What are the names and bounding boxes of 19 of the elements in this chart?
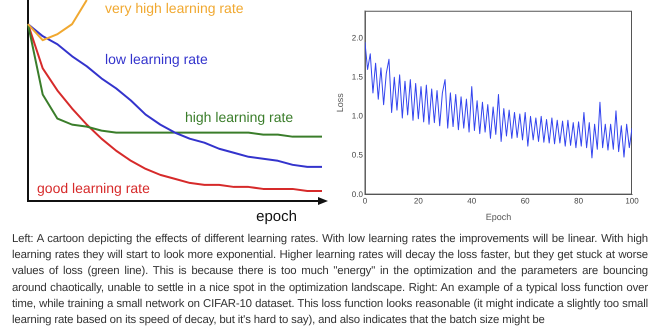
series-label: high learning rate [185,109,294,125]
x-tick-label: 20 [414,196,424,206]
x-tick-label: 80 [574,196,584,206]
series-label: very high learning rate [105,0,244,16]
x-tick-label: 0 [362,196,368,206]
x-tick-label: 40 [467,196,477,206]
y-tick-label: 2.0 [352,33,364,42]
x-tick-label: 100 [625,196,640,206]
y-tick-label: 1.5 [352,72,364,82]
x-tick-label: 60 [520,196,530,206]
x-axis-title: epoch [256,208,297,225]
y-tick-label: 0.0 [352,190,364,199]
series-label: low learning rate [105,51,208,67]
x-axis-title: Epoch [486,212,512,222]
y-axis-title: Loss [334,92,345,112]
text: Left: A cartoon depicting the effects of different learning rates. With low learning rates the improvements will be linear. With high learning rates they will start to look more exponential. Higher learning rates will decay the loss faster, but they get stuck at worse values of loss (green line). This is because there is too much "energy" in the optimization and the parameters are bouncing around chaotically, unable to settle in a nice spot in the optimization landscape. Right: An example of a typical loss function over time, while training a small network on CIFAR-10 dataset. This loss function looks reasonable (it might indicate a slightly too small learning rate based on its speed of decay, but it's hard to say), and also indicates that the batch size might be [12,232,648,328]
series-label: good learning rate [37,180,150,196]
y-tick-label: 0.5 [352,150,364,160]
y-tick-label: 1.0 [352,112,364,121]
